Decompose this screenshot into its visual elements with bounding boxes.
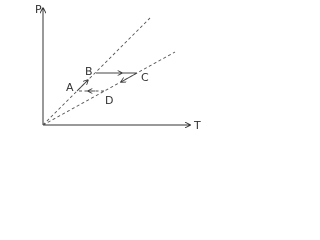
point-label: D [105,94,113,107]
y-axis-label: P [35,3,42,16]
diagram: P T A B C D [35,3,201,132]
point-label: C [141,71,149,84]
path-cd [121,72,138,82]
x-axis-label: T [193,119,201,132]
page: P T A B C D (() => { const data = JSON.p… [35,3,201,132]
point-label: B [85,65,93,78]
path-ab [76,80,88,92]
isochore-shallow [42,51,176,126]
point-label: A [66,81,74,94]
isochore-steep [42,17,151,126]
